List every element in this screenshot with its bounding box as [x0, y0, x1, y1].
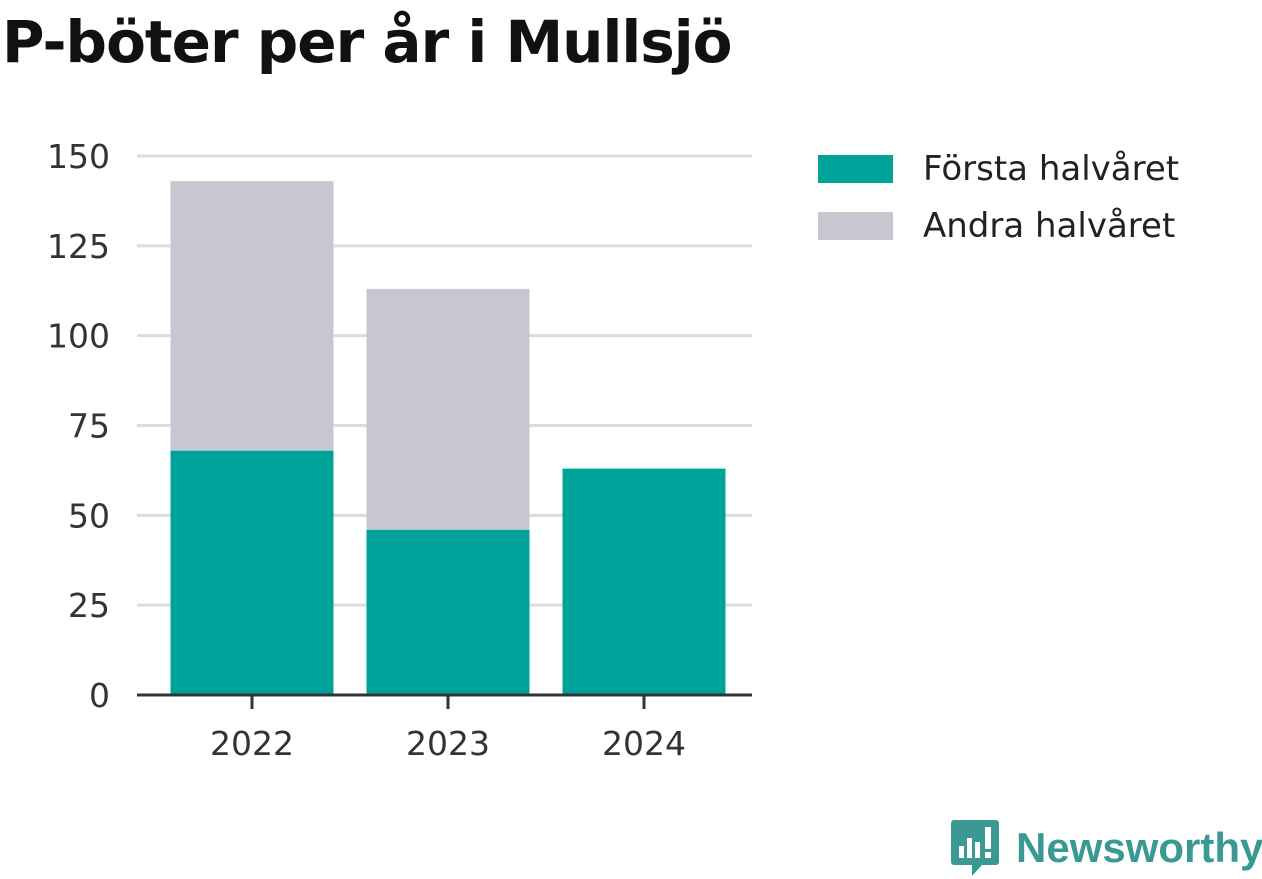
bar-2024-series-0 — [562, 468, 726, 695]
bars — [170, 181, 726, 695]
brand-logo: Newsworthy — [950, 818, 1262, 878]
y-tick-label: 100 — [47, 317, 110, 356]
bar-2022-series-0 — [170, 450, 334, 695]
chart-title: P-böter per år i Mullsjö — [2, 8, 732, 76]
y-tick-label: 25 — [68, 586, 110, 625]
bar-2023-series-0 — [366, 529, 530, 695]
y-tick-label: 50 — [68, 496, 110, 535]
bar-2023-series-1 — [366, 288, 530, 530]
legend-label-second-half: Andra halvåret — [923, 205, 1176, 246]
legend-label-first-half: Första halvåret — [923, 148, 1180, 189]
legend: Första halvåret Andra halvåret — [818, 140, 1179, 254]
bar-2022-series-1 — [170, 181, 334, 451]
y-tick-label: 125 — [47, 227, 110, 266]
x-tick-label: 2023 — [406, 724, 490, 763]
legend-item-second-half: Andra halvåret — [818, 197, 1179, 254]
x-tick-label: 2022 — [210, 724, 294, 763]
y-tick-label: 150 — [47, 137, 110, 176]
y-tick-label: 75 — [68, 407, 110, 446]
newsworthy-logo-icon — [951, 820, 999, 876]
legend-swatch-first-half — [818, 154, 893, 183]
y-tick-label: 0 — [89, 676, 110, 715]
legend-swatch-second-half — [818, 211, 893, 240]
axes — [137, 693, 752, 709]
brand-name: Newsworthy — [1016, 824, 1262, 871]
legend-item-first-half: Första halvåret — [818, 140, 1179, 197]
x-tick-label: 2024 — [602, 724, 686, 763]
tick-labels: 2022 2023 2024 0 25 50 75 100 125 150 — [47, 137, 686, 763]
